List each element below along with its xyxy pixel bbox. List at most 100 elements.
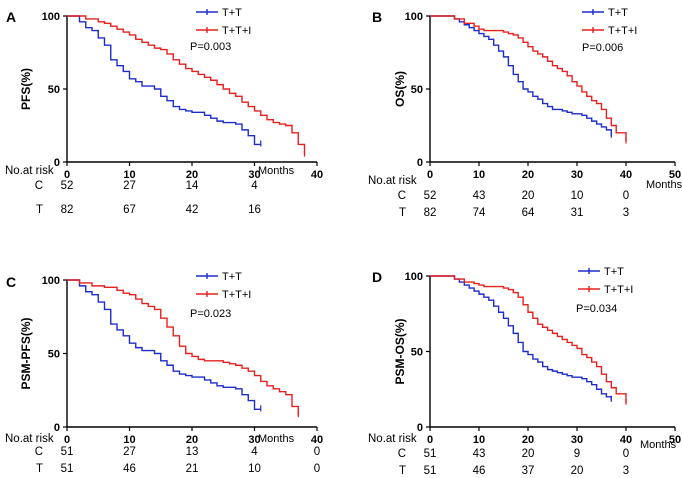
x-tick-label: 10 <box>123 434 135 446</box>
legend-label: T+T+I <box>608 25 637 37</box>
x-tick-label: 40 <box>620 434 632 446</box>
x-tick-label: 40 <box>311 434 323 446</box>
x-axis-label: Months <box>640 439 677 451</box>
legend-label: T+T <box>608 7 628 19</box>
km-curve-tt <box>430 275 612 400</box>
risk-value-c: 10 <box>571 190 584 202</box>
risk-value-c: 20 <box>522 190 535 202</box>
p-value: P=0.023 <box>190 308 231 320</box>
y-axis-label: OS(%) <box>393 71 407 107</box>
risk-row-label-c: C <box>35 180 43 192</box>
x-tick-label: 20 <box>186 169 198 181</box>
risk-table-header: No.at risk <box>368 175 417 187</box>
x-tick-label: 30 <box>571 169 583 181</box>
x-tick-label: 20 <box>522 169 534 181</box>
km-curve-tti <box>67 15 306 155</box>
y-tick-label: 0 <box>54 422 60 434</box>
risk-value-c: 4 <box>251 180 258 192</box>
risk-value-c: 43 <box>473 190 486 202</box>
risk-value-t: 0 <box>314 463 320 475</box>
y-tick-label: 100 <box>405 11 423 23</box>
legend-label: T+T+I <box>604 284 633 296</box>
risk-value-t: 51 <box>424 465 437 477</box>
risk-table-header: No.at risk <box>5 165 54 177</box>
risk-value-t: 42 <box>186 204 199 216</box>
risk-value-t: 16 <box>248 204 261 216</box>
risk-value-t: 3 <box>623 465 629 477</box>
x-tick-label: 0 <box>427 434 433 446</box>
risk-value-c: 0 <box>623 448 629 460</box>
legend-label: T+T <box>604 266 624 278</box>
y-tick-label: 100 <box>42 275 60 287</box>
y-tick-label: 0 <box>54 157 60 169</box>
risk-value-t: 46 <box>473 465 486 477</box>
risk-value-c: 27 <box>123 446 136 458</box>
risk-value-c: 52 <box>61 180 74 192</box>
y-tick-label: 50 <box>411 84 423 96</box>
risk-value-c: 20 <box>522 448 535 460</box>
y-tick-label: 50 <box>48 84 60 96</box>
risk-value-t: 20 <box>571 465 584 477</box>
p-value: P=0.003 <box>190 41 231 53</box>
x-tick-label: 20 <box>522 434 534 446</box>
x-axis-label: Months <box>258 433 295 445</box>
risk-value-t: 67 <box>123 204 136 216</box>
x-tick-label: 30 <box>248 434 260 446</box>
km-curve-tti <box>430 15 627 142</box>
risk-value-t: 21 <box>186 463 199 475</box>
km-curve-tti <box>430 275 627 403</box>
x-tick-label: 10 <box>473 169 485 181</box>
y-tick-label: 100 <box>405 271 423 283</box>
km-curve-tt <box>67 15 261 146</box>
x-tick-label: 0 <box>64 169 70 181</box>
legend-label: T+T+I <box>222 25 251 37</box>
risk-table-header: No.at risk <box>368 433 417 445</box>
x-tick-label: 50 <box>669 169 681 181</box>
y-tick-label: 0 <box>417 422 423 434</box>
risk-value-c: 43 <box>473 448 486 460</box>
risk-value-c: 51 <box>61 446 74 458</box>
risk-value-t: 37 <box>522 465 535 477</box>
risk-value-c: 9 <box>574 448 580 460</box>
y-axis-label: PSM-OS(%) <box>393 318 407 384</box>
panel-letter: D <box>372 269 382 285</box>
legend-label: T+T+I <box>222 289 251 301</box>
risk-value-t: 31 <box>571 207 584 219</box>
risk-value-t: 74 <box>473 207 486 219</box>
x-tick-label: 30 <box>571 434 583 446</box>
risk-value-c: 51 <box>424 448 437 460</box>
risk-value-c: 14 <box>186 180 199 192</box>
risk-row-label-t: T <box>399 465 406 477</box>
x-tick-label: 40 <box>620 169 632 181</box>
x-axis-label: Months <box>646 179 682 191</box>
risk-value-t: 10 <box>248 463 261 475</box>
risk-value-c: 13 <box>186 446 199 458</box>
legend-label: T+T <box>222 7 242 19</box>
risk-row-label-c: C <box>398 448 406 460</box>
km-curve-tt <box>430 15 612 136</box>
risk-row-label-t: T <box>36 204 43 216</box>
risk-value-c: 4 <box>251 446 258 458</box>
p-value: P=0.006 <box>582 42 623 54</box>
panel-letter: B <box>372 9 382 25</box>
km-curve-tt <box>67 279 261 411</box>
risk-value-t: 46 <box>123 463 136 475</box>
x-tick-label: 40 <box>311 169 323 181</box>
risk-row-label-c: C <box>35 446 43 458</box>
y-axis-label: PFS(%) <box>19 68 33 110</box>
risk-value-t: 82 <box>424 207 437 219</box>
p-value: P=0.034 <box>576 303 617 315</box>
risk-table-header: No.at risk <box>5 433 54 445</box>
x-tick-label: 10 <box>123 169 135 181</box>
risk-value-c: 52 <box>424 190 437 202</box>
x-tick-label: 10 <box>473 434 485 446</box>
risk-row-label-t: T <box>399 207 406 219</box>
y-tick-label: 50 <box>411 347 423 359</box>
panel-a: A PFS(%) 0 50 100 0 10 20 30 40 Months T+T T+T+I P=0.… <box>5 7 323 216</box>
y-axis-label: PSM-PFS(%) <box>19 317 33 389</box>
x-tick-label: 0 <box>427 169 433 181</box>
x-tick-label: 20 <box>186 434 198 446</box>
